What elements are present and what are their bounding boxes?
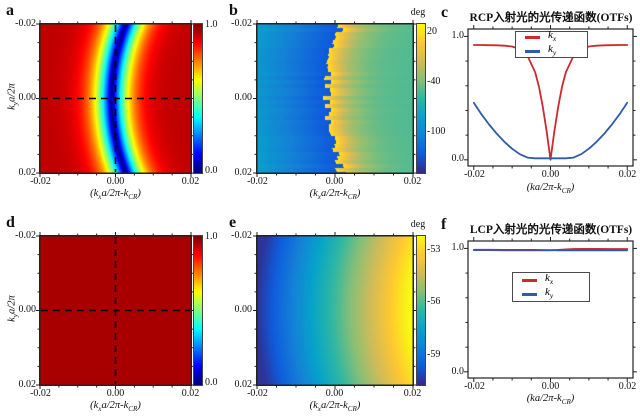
x-tick-label: -0.02 xyxy=(247,176,268,187)
colorbar-tick-label: 1.0 xyxy=(205,231,218,242)
x-axis-title-e: (kxa/2π-kCR) xyxy=(309,400,361,414)
x-axis-title-a: (kxa/2π-kCR) xyxy=(90,188,141,202)
panel-letter-c: c xyxy=(441,4,449,21)
y-tick-label: -0.02 xyxy=(15,18,36,29)
legend-kx-label: kx xyxy=(545,271,554,287)
colorbar-d xyxy=(193,235,203,386)
colorbar-tick-label: -59 xyxy=(427,349,441,360)
y-tick-label: -0.02 xyxy=(15,230,36,241)
y-tick-label: 0.02 xyxy=(234,167,253,178)
x-tick-label: 0.02 xyxy=(403,388,422,399)
x-tick-label: 0.00 xyxy=(325,388,344,399)
colorbar-e xyxy=(416,235,426,386)
colorbar-tick-label: -56 xyxy=(427,296,441,307)
colorbar-tick-label: -100 xyxy=(427,126,446,137)
legend-kx-label: kx xyxy=(548,29,557,44)
y-tick-label: 0.0 xyxy=(451,153,465,164)
panel-letter-b: b xyxy=(229,2,238,19)
x-tick-label: 0.00 xyxy=(106,388,125,399)
colorbar-b xyxy=(416,23,426,174)
x-axis-title-c: (ka/2π-kCR) xyxy=(526,182,575,196)
x-axis-title-b: (kxa/2π-kCR) xyxy=(309,188,361,202)
y-tick-label: 0.02 xyxy=(234,379,253,390)
y-tick-label: -0.02 xyxy=(231,18,252,29)
panel-letter-a: a xyxy=(6,2,14,19)
colorbar-tick-label: 0.0 xyxy=(205,165,218,176)
heatmap-rcp-phase xyxy=(256,23,414,174)
legend-item-ky: ky xyxy=(522,285,589,301)
panel-letter-f: f xyxy=(441,216,447,233)
axes-overlay-e xyxy=(253,232,417,389)
colorbar-a xyxy=(193,23,203,174)
y-tick-label: 0.00 xyxy=(18,304,37,315)
colorbar-title: deg xyxy=(410,219,426,230)
colorbar-tick-label: -53 xyxy=(427,244,441,255)
y-tick-label: -0.02 xyxy=(231,230,252,241)
x-tick-label: 0.02 xyxy=(181,176,200,187)
x-tick-label: -0.02 xyxy=(247,388,268,399)
line-plot-rcp-otf xyxy=(464,25,637,170)
panel-title-c: RCP入射光的光传递函数(OTFs) xyxy=(469,12,633,24)
x-axis-title-f: (ka/2π-kCR) xyxy=(526,393,575,407)
x-tick-label: 0.02 xyxy=(181,388,200,399)
panel-letter-e: e xyxy=(229,214,237,231)
legend-c: kx ky xyxy=(515,29,588,58)
y-tick-label: 1.0 xyxy=(451,30,465,41)
axes-overlay-a xyxy=(36,20,195,177)
legend-ky-swatch xyxy=(522,292,537,296)
colorbar-tick-label: 0.0 xyxy=(205,377,218,388)
heatmap-lcp-phase xyxy=(256,235,414,386)
y-tick-label: 1.0 xyxy=(451,242,465,253)
x-axis-title-d: (kxa/2π-kCR) xyxy=(90,400,141,414)
y-tick-label: 0.00 xyxy=(18,92,37,103)
colorbar-tick-label: 1.0 xyxy=(205,19,218,30)
x-tick-label: -0.02 xyxy=(464,169,485,180)
legend-f: kx ky xyxy=(512,272,590,302)
colorbar-tick-label: 20 xyxy=(427,26,437,37)
x-tick-label: 0.00 xyxy=(541,169,560,180)
legend-ky-label: ky xyxy=(548,43,557,58)
x-tick-label: 0.00 xyxy=(541,381,560,392)
legend-item-kx: kx xyxy=(525,29,587,44)
axes-overlay-b xyxy=(253,20,417,177)
y-tick-label: 0.02 xyxy=(18,167,37,178)
colorbar-title: deg xyxy=(410,7,426,18)
line-plot-lcp-otf xyxy=(464,237,637,382)
x-tick-label: -0.02 xyxy=(464,381,485,392)
y-tick-label: 0.00 xyxy=(234,92,253,103)
x-tick-label: 0.00 xyxy=(106,176,125,187)
x-tick-label: 0.02 xyxy=(618,169,637,180)
y-tick-label: 0.0 xyxy=(451,366,465,377)
colorbar-tick-label: -40 xyxy=(427,76,441,87)
legend-kx-swatch xyxy=(525,36,540,39)
legend-item-ky: ky xyxy=(525,43,587,58)
panel-title-f: LCP入射光的光传递函数(OTFs) xyxy=(469,224,633,236)
axes-overlay-d xyxy=(36,232,195,389)
panel-letter-d: d xyxy=(6,214,15,231)
x-tick-label: -0.02 xyxy=(30,176,51,187)
legend-ky-swatch xyxy=(525,50,540,53)
y-tick-label: 0.02 xyxy=(18,379,37,390)
legend-kx-swatch xyxy=(522,278,537,282)
x-tick-label: 0.00 xyxy=(325,176,344,187)
y-tick-label: 0.00 xyxy=(234,304,253,315)
x-tick-label: 0.02 xyxy=(403,176,422,187)
legend-ky-label: ky xyxy=(545,285,554,301)
x-tick-label: -0.02 xyxy=(30,388,51,399)
legend-item-kx: kx xyxy=(522,271,589,287)
x-tick-label: 0.02 xyxy=(618,381,637,392)
